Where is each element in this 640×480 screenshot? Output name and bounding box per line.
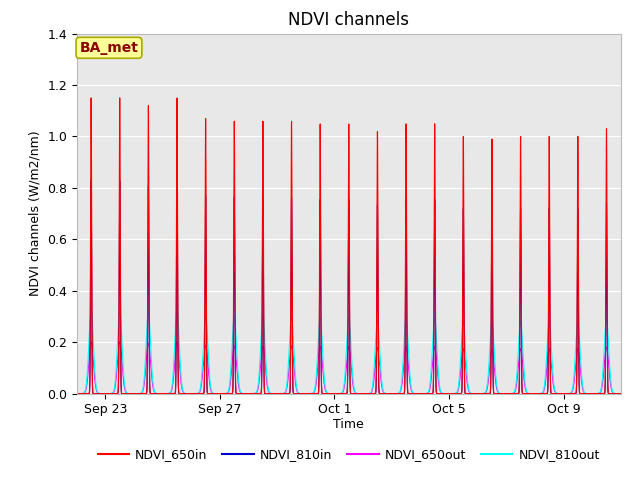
Line: NDVI_650out: NDVI_650out: [77, 342, 621, 394]
NDVI_810in: [201, 339, 209, 345]
NDVI_650in: [201, 319, 209, 325]
NDVI_810out: [617, 391, 625, 396]
NDVI_810in: [473, 391, 481, 396]
Y-axis label: NDVI channels (W/m2/nm): NDVI channels (W/m2/nm): [29, 131, 42, 297]
NDVI_650out: [473, 391, 481, 396]
NDVI_650out: [154, 391, 161, 396]
NDVI_650out: [87, 339, 95, 345]
NDVI_650out: [116, 339, 124, 345]
NDVI_650in: [339, 391, 346, 396]
NDVI_650in: [617, 391, 625, 396]
NDVI_810out: [73, 391, 81, 396]
NDVI_650out: [617, 391, 625, 396]
Title: NDVI channels: NDVI channels: [288, 11, 410, 29]
NDVI_810out: [154, 391, 161, 396]
X-axis label: Time: Time: [333, 418, 364, 431]
NDVI_650in: [116, 112, 124, 118]
NDVI_650in: [154, 391, 161, 396]
NDVI_810out: [116, 308, 124, 314]
NDVI_810in: [154, 391, 161, 396]
NDVI_810out: [87, 308, 95, 314]
NDVI_650in: [473, 391, 481, 396]
NDVI_810out: [201, 319, 209, 324]
Legend: NDVI_650in, NDVI_810in, NDVI_650out, NDVI_810out: NDVI_650in, NDVI_810in, NDVI_650out, NDV…: [93, 443, 605, 466]
NDVI_810in: [73, 391, 81, 396]
NDVI_810out: [473, 391, 481, 396]
NDVI_650out: [73, 391, 81, 396]
NDVI_650in: [531, 391, 539, 396]
Line: NDVI_810out: NDVI_810out: [77, 311, 621, 394]
NDVI_810out: [339, 388, 346, 394]
NDVI_650out: [201, 346, 209, 351]
Text: BA_met: BA_met: [79, 41, 138, 55]
NDVI_810in: [339, 391, 346, 396]
NDVI_810in: [617, 391, 625, 396]
Line: NDVI_810in: NDVI_810in: [77, 180, 621, 394]
NDVI_650in: [73, 391, 81, 396]
NDVI_810out: [531, 391, 539, 396]
NDVI_810in: [531, 391, 539, 396]
Line: NDVI_650in: NDVI_650in: [77, 98, 621, 394]
NDVI_810in: [116, 190, 124, 196]
NDVI_810in: [87, 178, 95, 183]
NDVI_650out: [339, 389, 346, 395]
NDVI_650in: [87, 95, 95, 101]
NDVI_650out: [531, 391, 539, 396]
